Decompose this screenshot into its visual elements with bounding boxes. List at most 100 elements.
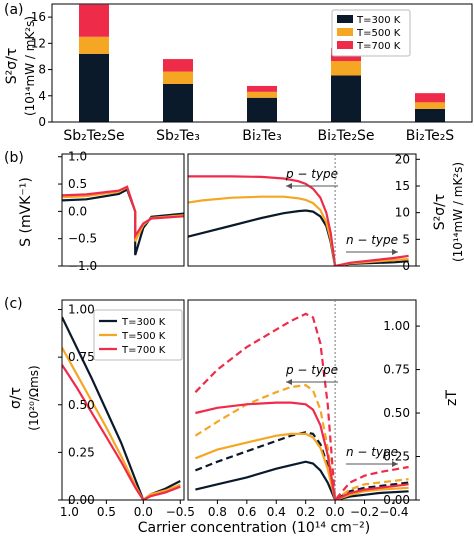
legend-entry: T=300 K	[121, 317, 166, 328]
bar-1-4	[331, 75, 361, 122]
bar-2-4	[331, 61, 361, 76]
legend-entry: T=700 K	[121, 345, 166, 356]
panel-b-left-frame	[61, 153, 185, 267]
panel-b-right-line-3	[188, 175, 409, 266]
panel-c-annotation-n: n − type	[346, 445, 398, 459]
panel-a-ytick: 0	[38, 115, 46, 129]
panel-c-left-ytick: 0.00	[68, 493, 95, 507]
panel-c-right-xtick: 0.4	[267, 505, 286, 519]
panel-c-annotation-n-arrowhead	[392, 461, 398, 467]
panel-b-right-ytick: 5	[402, 232, 410, 246]
panel-c-right-xtick: 0.2	[296, 505, 315, 519]
panel-c-right-line-6	[194, 312, 409, 500]
panel-a-ylabel-unit: (10¹⁴mW / mK²s)	[23, 16, 37, 116]
panel-c-ylabel-left-unit: (10²⁰/Ωms)	[27, 365, 41, 430]
panel-c-right-line-1	[195, 460, 409, 500]
panel-c-right-xtick: −0.4	[379, 505, 408, 519]
panel-c-right-xtick: 0.8	[208, 505, 227, 519]
panel-c-ylabel-left: σ/τ	[8, 387, 24, 409]
legend-entry: T=700 K	[356, 41, 401, 52]
legend-swatch	[337, 15, 353, 23]
panel-b-left-ytick: −0.5	[68, 232, 97, 246]
panel-c-xtick: 0.0	[134, 505, 153, 519]
bar-3-1	[79, 4, 109, 37]
panel-c-right-ytick: 0.50	[383, 406, 410, 420]
panel-b-left-ytick: 0.0	[68, 204, 87, 218]
panel-c-left-ytick: 0.75	[68, 350, 95, 364]
bar-1-1	[79, 53, 109, 123]
panel-c-annotation-p: p − type	[285, 363, 338, 377]
panel-c-legend: T=300 K T=500 K T=700 K	[93, 309, 183, 361]
panel-a-xtick: Sb₂Te₃	[156, 128, 200, 144]
panel-c-left-ytick: 1.00	[68, 303, 95, 317]
bar-2-2	[163, 71, 193, 84]
panel-c-right-line-5	[195, 401, 409, 500]
panel-b-left-line-3	[62, 185, 184, 240]
panel-c-left-ytick: 0.25	[68, 445, 95, 459]
panel-c-right-line-3	[194, 432, 409, 500]
bar-3-2	[163, 59, 193, 72]
panel-a-ytick: 12	[31, 36, 46, 50]
panel-c-right-xtick: 0.6	[237, 505, 256, 519]
panel-b-annotation-p-arrowhead	[286, 183, 292, 189]
bar-2-3	[247, 91, 277, 98]
legend-swatch	[337, 28, 353, 36]
panel-a-ylabel: S²σ/τ	[4, 48, 20, 85]
panel-b-right-frame	[187, 153, 417, 267]
panel-c-xtick: 0.5	[97, 505, 116, 519]
bar-3-5	[415, 93, 445, 103]
panel-c-left-frame	[61, 299, 185, 501]
panel-b-left-ytick: 0.5	[68, 177, 87, 191]
panel-a: (a) S²σ/τ (10¹⁴mW / mK²s) 0 4 8 12 16 Sb₂Te₂…	[4, 2, 473, 144]
panel-c-right-frame	[187, 299, 417, 501]
panel-a-frame	[51, 3, 473, 123]
legend-entry: T=500 K	[121, 331, 166, 342]
panel-c-left-ytick: 0.50	[68, 398, 95, 412]
panel-c-left-line-3	[62, 364, 181, 500]
panel-c-xtick: −0.5	[166, 505, 195, 519]
panel-b-left-ytick: −1.0	[68, 259, 97, 273]
panel-c: (c) σ/τ (10²⁰/Ωms) zT 1.00 0.75 0.50 0.25 0.…	[4, 296, 460, 536]
panel-b-right-ytick: 15	[395, 179, 410, 193]
bar-1-2	[163, 83, 193, 122]
panel-c-right-xtick: 0.0	[326, 505, 345, 519]
panel-b: (b) S (mVK⁻¹) S²σ/τ (10¹⁴mW / mK²s) 1.0 0…	[4, 150, 465, 273]
panel-c-left-line-2	[62, 347, 181, 500]
panel-c-label: (c)	[4, 296, 23, 312]
panel-c-right-ytick: 0.75	[383, 363, 410, 377]
panel-a-legend: T=300 K T=500 K T=700 K	[331, 9, 411, 57]
panel-a-ytick: 8	[38, 63, 46, 77]
panel-a-xtick: Sb₂Te₂Se	[63, 128, 124, 144]
bar-3-3	[247, 85, 277, 92]
legend-swatch	[337, 41, 353, 49]
panel-b-left-ytick: 1.0	[68, 150, 87, 164]
bar-2-5	[415, 102, 445, 109]
bar-1-3	[247, 97, 277, 122]
panel-a-label: (a)	[4, 2, 24, 18]
panel-a-ytick: 4	[38, 89, 46, 103]
panel-b-annotation-p: p − type	[285, 167, 338, 181]
panel-c-right-xtick: −0.2	[350, 505, 379, 519]
panel-c-xlabel: Carrier concentration (10¹⁴ cm⁻²)	[138, 520, 371, 536]
bar-2-1	[79, 36, 109, 54]
legend-entry: T=300 K	[356, 15, 401, 26]
panel-c-xtick: 1.0	[60, 505, 79, 519]
panel-a-xtick: Bi₂Te₂S	[406, 128, 455, 144]
panel-b-right-ytick: 20	[395, 152, 410, 166]
panel-c-right-ytick: 1.00	[383, 319, 410, 333]
panel-b-right-ytick: 10	[395, 206, 410, 220]
panel-c-annotation-p-arrowhead	[286, 379, 292, 385]
legend-box	[93, 309, 183, 361]
panel-b-ylabel-right-unit: (10¹⁴mW / mK²s)	[451, 162, 465, 262]
panel-c-ylabel-right: zT	[444, 390, 460, 406]
panel-c-right-ytick: 0.00	[383, 493, 410, 507]
panel-a-ytick: 16	[31, 10, 46, 24]
panel-b-right-ytick: 0	[402, 259, 410, 273]
panel-b-ylabel-left: S (mVK⁻¹)	[18, 177, 34, 247]
panel-a-xtick: Bi₂Te₃	[242, 128, 282, 144]
panel-b-ylabel-right: S²σ/τ	[432, 194, 448, 231]
panel-a-xtick: Bi₂Te₂Se	[317, 128, 374, 144]
bar-1-5	[415, 108, 445, 122]
legend-entry: T=500 K	[356, 28, 401, 39]
